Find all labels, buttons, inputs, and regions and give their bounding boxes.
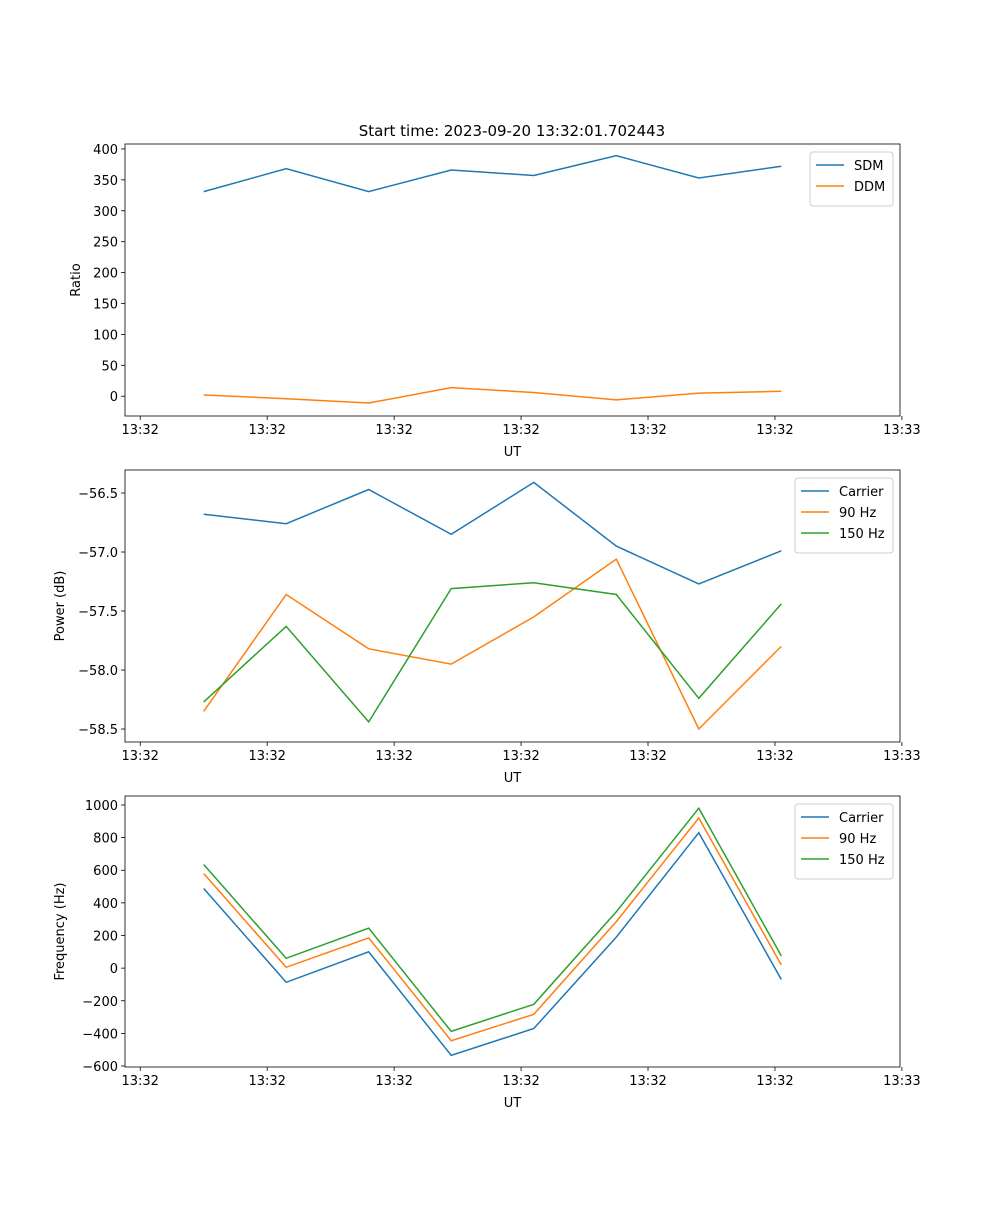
x-tick-label: 13:32: [375, 423, 412, 438]
x-axis-label: UT: [504, 445, 522, 460]
legend-label: SDM: [854, 159, 883, 174]
y-tick-label: −58.5: [78, 723, 118, 738]
y-tick-label: 150: [93, 297, 118, 312]
x-tick-label: 13:32: [375, 1074, 412, 1089]
y-axis-label: Frequency (Hz): [53, 882, 68, 980]
x-tick-label: 13:32: [502, 1074, 539, 1089]
x-tick-label: 13:32: [375, 749, 412, 764]
y-tick-label: 300: [93, 205, 118, 220]
y-tick-label: 400: [93, 143, 118, 158]
y-tick-label: −58.0: [78, 664, 118, 679]
y-tick-label: 0: [110, 390, 118, 405]
subplot-1: 13:32 13:32 13:32 13:32 13:32 13:32 13:33 UT 0 50…: [69, 143, 921, 460]
series-line-ddm: [203, 386, 782, 404]
x-tick-label: 13:32: [248, 423, 285, 438]
figure-title: Start time: 2023-09-20 13:32:01.702443: [359, 122, 665, 140]
y-tick-label: −57.5: [78, 605, 118, 620]
series-line-90-hz: [203, 557, 782, 731]
x-tick-label: 13:33: [883, 1074, 920, 1089]
series-line-carrier: [203, 831, 782, 1057]
y-tick-label: 100: [93, 328, 118, 343]
y-tick-label: 200: [93, 267, 118, 282]
y-tick-label: 350: [93, 174, 118, 189]
x-tick-label: 13:32: [502, 423, 539, 438]
legend-label: DDM: [854, 180, 885, 195]
legend: Carrier 90 Hz 150 Hz: [794, 803, 894, 880]
x-tick-label: 13:32: [756, 1074, 793, 1089]
legend: Carrier 90 Hz 150 Hz: [794, 477, 894, 554]
series-line-carrier: [203, 481, 782, 585]
x-tick-label: 13:32: [629, 749, 666, 764]
y-tick-label: 0: [110, 962, 118, 977]
x-axis-label: UT: [504, 1096, 522, 1111]
y-tick-label: −56.5: [78, 487, 118, 502]
subplot-2: 13:32 13:32 13:32 13:32 13:32 13:32 13:33 UT −58…: [53, 469, 921, 786]
y-tick-label: −57.0: [78, 546, 118, 561]
x-tick-label: 13:32: [756, 423, 793, 438]
y-tick-label: 400: [93, 897, 118, 912]
legend-label: 150 Hz: [839, 853, 885, 868]
x-axis-label: UT: [504, 771, 522, 786]
legend-label: Carrier: [839, 811, 884, 826]
legend-label: 90 Hz: [839, 506, 876, 521]
x-tick-label: 13:33: [883, 423, 920, 438]
x-tick-label: 13:33: [883, 749, 920, 764]
axes-frame: [124, 795, 901, 1068]
y-tick-label: −400: [82, 1027, 118, 1042]
y-tick-label: 600: [93, 864, 118, 879]
x-tick-label: 13:32: [121, 749, 158, 764]
series-line-sdm: [203, 154, 782, 193]
legend-label: 90 Hz: [839, 832, 876, 847]
series-line-150-hz: [203, 581, 782, 724]
x-tick-label: 13:32: [629, 423, 666, 438]
series-line-150-hz: [203, 806, 782, 1033]
legend-box: [794, 803, 894, 880]
y-tick-label: 200: [93, 929, 118, 944]
y-axis-label: Ratio: [69, 263, 84, 296]
x-tick-label: 13:32: [248, 749, 285, 764]
x-tick-label: 13:32: [502, 749, 539, 764]
y-axis-label: Power (dB): [53, 571, 68, 642]
x-tick-label: 13:32: [121, 423, 158, 438]
axes-frame: [124, 143, 901, 417]
x-tick-label: 13:32: [629, 1074, 666, 1089]
y-tick-label: 1000: [85, 799, 118, 814]
x-tick-label: 13:32: [248, 1074, 285, 1089]
y-tick-label: −600: [82, 1060, 118, 1075]
series-line-90-hz: [203, 816, 782, 1042]
y-tick-label: 250: [93, 236, 118, 251]
x-tick-label: 13:32: [121, 1074, 158, 1089]
legend-label: Carrier: [839, 485, 884, 500]
legend-box: [794, 477, 894, 554]
y-tick-label: −200: [82, 995, 118, 1010]
y-tick-label: 50: [101, 359, 118, 374]
legend-label: 150 Hz: [839, 527, 885, 542]
y-tick-label: 800: [93, 832, 118, 847]
axes-frame: [124, 469, 901, 743]
subplot-3: 13:32 13:32 13:32 13:32 13:32 13:32 13:33 UT −60…: [53, 795, 921, 1111]
legend: SDM DDM: [809, 151, 894, 207]
x-tick-label: 13:32: [756, 749, 793, 764]
